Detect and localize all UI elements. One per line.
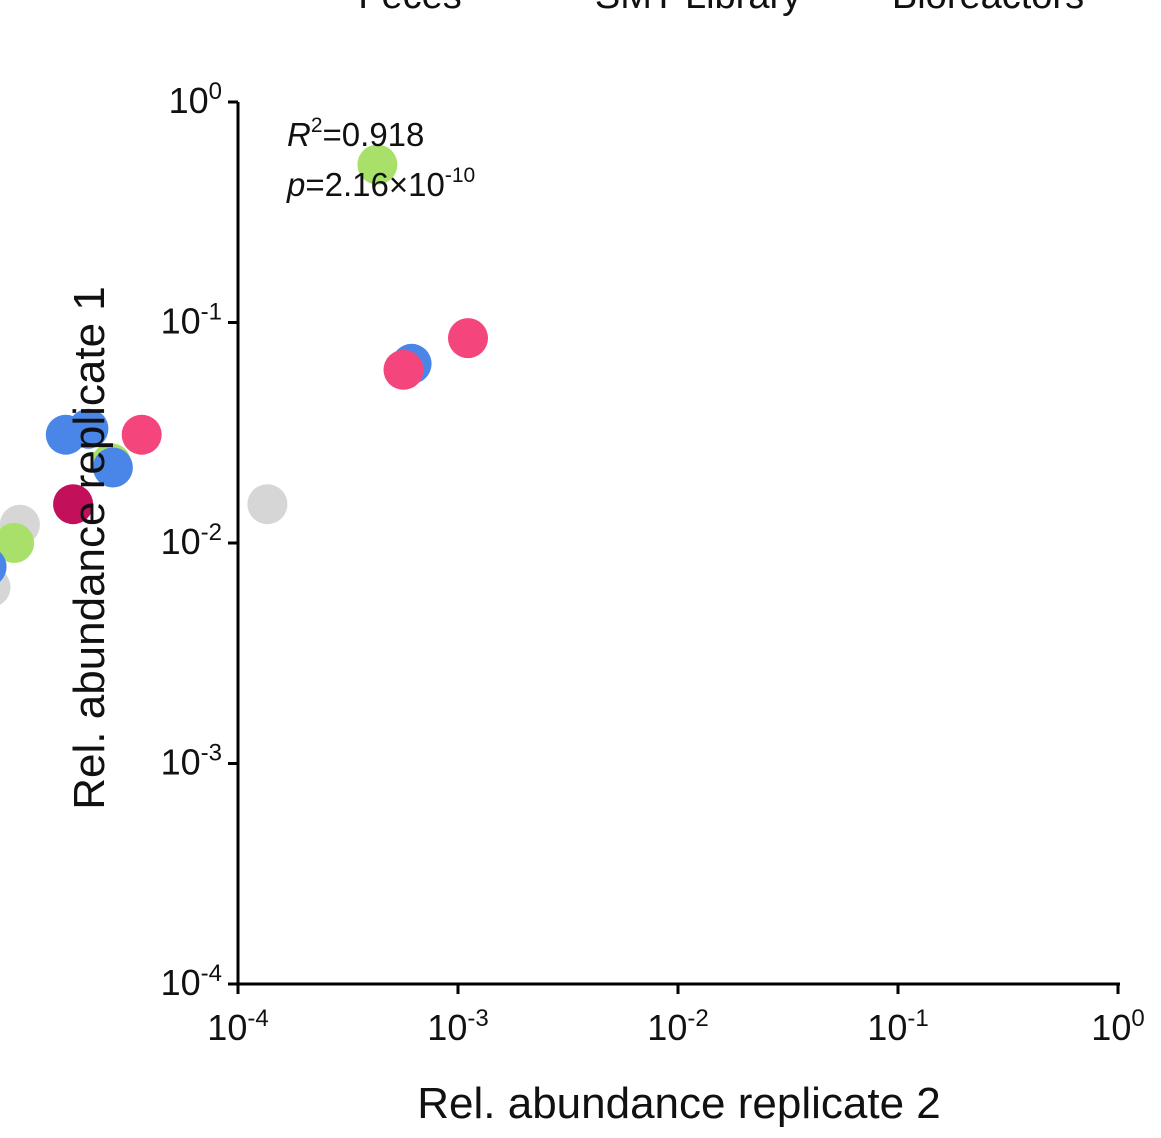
data-point (357, 144, 398, 185)
x-tick-label: 10-2 (647, 1005, 708, 1048)
data-point (247, 484, 288, 525)
y-tick-label: 10-4 (161, 960, 222, 1003)
x-tick-label: 10-3 (427, 1005, 488, 1048)
header-label-smt-library: SMT Library (595, 0, 801, 17)
data-point (448, 318, 488, 359)
data-point (53, 484, 94, 525)
r-symbol: R (287, 116, 311, 153)
y-tick-label: 100 (169, 78, 222, 121)
x-axis-ticks: 10-4 10-3 10-2 10-1 100 (207, 984, 1145, 1048)
data-point (121, 414, 162, 455)
p-symbol: p (286, 166, 305, 203)
x-axis-title: Rel. abundance replicate 2 (417, 1079, 940, 1128)
header-label-feces: Feces (358, 0, 461, 17)
r-squared-value: =0.918 (323, 116, 425, 153)
r-squared-annotation: R2=0.918 (287, 114, 424, 153)
x-tick-label: 10-1 (867, 1005, 928, 1048)
data-point (92, 447, 133, 488)
data-point (383, 349, 424, 390)
y-tick-label: 10-1 (161, 299, 222, 342)
r-squared-superscript: 2 (311, 114, 323, 137)
data-point (0, 523, 35, 563)
y-axis-title: Rel. abundance replicate 1 (65, 286, 114, 809)
header-label-bioreactors: Bioreactors (892, 0, 1084, 17)
p-value-exponent: -10 (445, 164, 475, 187)
data-point (45, 414, 86, 455)
x-tick-label: 10-4 (207, 1005, 268, 1048)
x-tick-label: 100 (1091, 1005, 1144, 1048)
header-labels: Feces SMT Library Bioreactors (358, 0, 1084, 17)
p-value-mantissa: =2.16×10 (305, 166, 444, 203)
data-point (0, 551, 7, 582)
data-points (0, 144, 488, 605)
y-axis-ticks: 10-4 10-3 10-2 10-1 100 (161, 78, 238, 1003)
y-tick-label: 10-3 (161, 740, 222, 783)
y-tick-label: 10-2 (161, 519, 222, 562)
p-value-annotation: p=2.16×10-10 (286, 164, 475, 203)
